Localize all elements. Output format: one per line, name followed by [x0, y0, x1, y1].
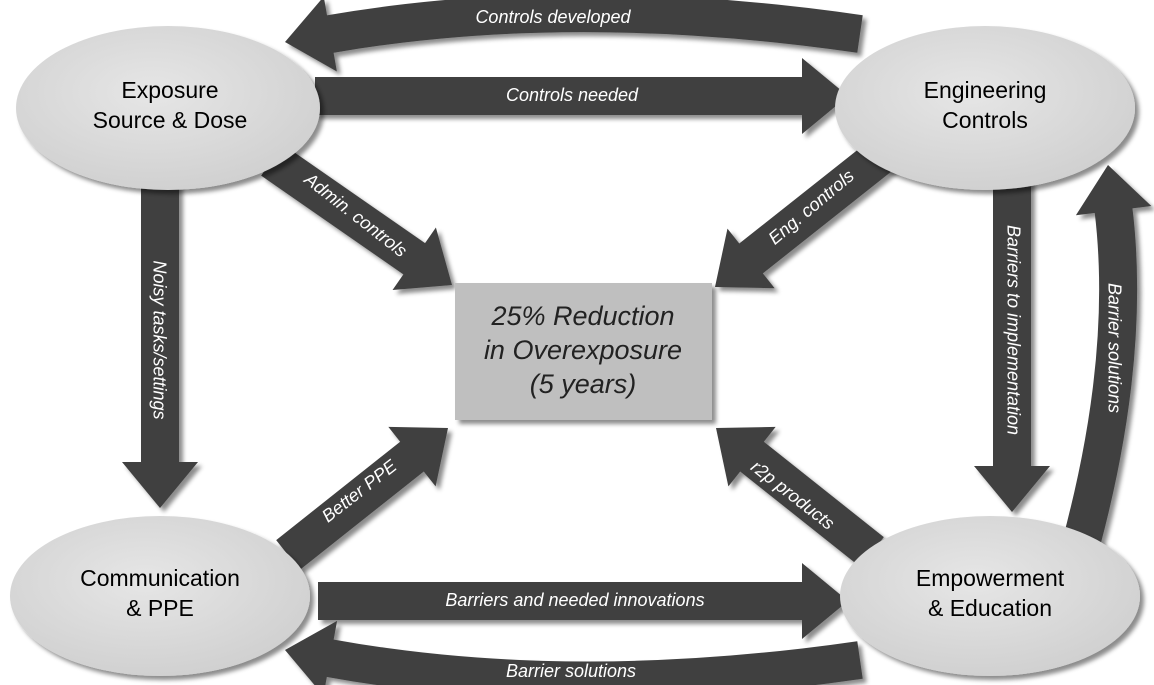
edge-label: Barrier solutions	[1104, 283, 1124, 413]
arrow	[318, 563, 848, 639]
center-label: 25% Reduction	[490, 301, 674, 331]
arrow-head	[285, 620, 338, 685]
node-label: Empowerment	[916, 565, 1065, 591]
node-label: & Education	[928, 595, 1052, 621]
edge-label: Noisy tasks/settings	[149, 260, 169, 419]
node-shape	[840, 516, 1140, 676]
edge-label: Controls needed	[506, 85, 639, 105]
arrow	[261, 144, 452, 290]
center-box	[455, 283, 712, 420]
node-label: Source & Dose	[93, 107, 248, 133]
arrow	[716, 426, 884, 567]
arrow-body	[324, 639, 863, 685]
arrows	[122, 0, 1152, 685]
node-shape	[16, 26, 320, 190]
arrow-body	[1059, 206, 1138, 561]
arrow	[974, 170, 1050, 512]
edge-label: Admin. controls	[300, 168, 411, 261]
node-label: Controls	[942, 107, 1028, 133]
arrow-head	[285, 0, 337, 72]
node-label: Engineering	[924, 77, 1047, 103]
arrow-head	[1075, 165, 1152, 216]
arrow	[315, 58, 848, 134]
node-label: Communication	[80, 565, 240, 591]
node-shape	[835, 26, 1135, 190]
arrow	[285, 620, 863, 685]
edge-label: Barrier solutions	[506, 661, 636, 681]
arrow	[285, 0, 863, 72]
edge-label: Barriers to implementation	[1003, 225, 1023, 435]
node-shape	[10, 516, 310, 676]
arrow-body	[325, 0, 863, 54]
arrow	[122, 175, 198, 508]
center-label: (5 years)	[530, 369, 637, 399]
edge-label: Controls developed	[475, 7, 631, 27]
edge-label: Barriers and needed innovations	[445, 590, 704, 610]
arrow	[715, 135, 900, 289]
arrow	[276, 426, 448, 570]
node-label: & PPE	[126, 595, 194, 621]
center-label: in Overexposure	[484, 335, 682, 365]
node-label: Exposure	[121, 77, 218, 103]
arrow	[1059, 165, 1152, 561]
